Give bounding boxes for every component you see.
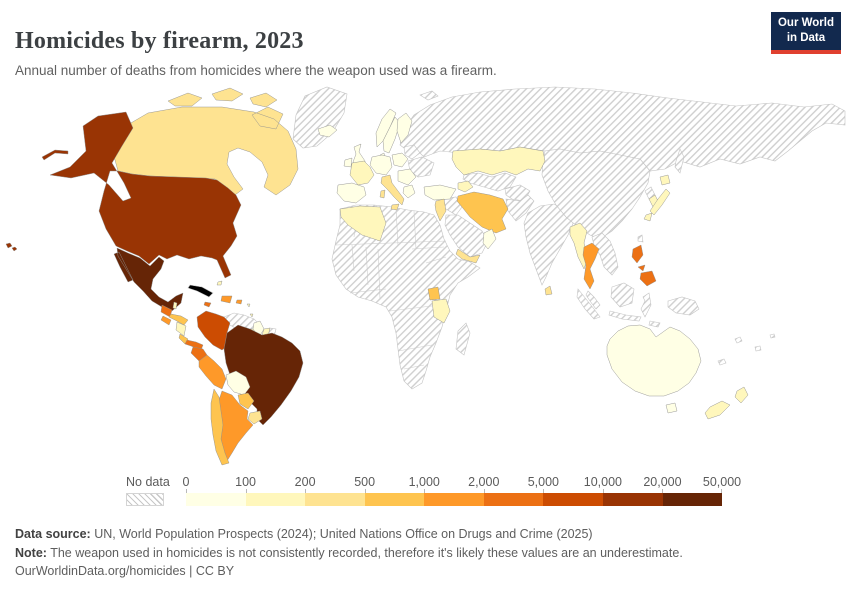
country-mexico[interactable] [113, 247, 184, 312]
legend-bin[interactable] [305, 493, 365, 506]
owid-logo-line1: Our World [777, 17, 834, 29]
legend-bin[interactable] [662, 493, 723, 506]
country-germany[interactable] [369, 154, 393, 176]
legend-bin[interactable] [364, 493, 425, 506]
pacific-islands[interactable] [717, 333, 776, 366]
legend-tick-label: 10,000 [583, 475, 622, 489]
legend-tick-label: 50,000 [702, 475, 742, 489]
legend-no-data-label: No data [126, 475, 170, 489]
footer-note-text: The weapon used in homicides is not cons… [46, 545, 683, 560]
country-yemen[interactable] [455, 248, 481, 264]
legend-tick-label: 2,000 [468, 475, 500, 489]
country-canada[interactable] [111, 87, 299, 196]
legend-tick-label: 100 [235, 475, 256, 489]
country-belize[interactable] [172, 301, 178, 310]
country-china[interactable] [541, 148, 651, 240]
page-title: Homicides by firearm, 2023 [15, 28, 304, 55]
country-uruguay[interactable] [247, 410, 263, 425]
country-new-zealand[interactable] [704, 386, 749, 420]
country-bolivia[interactable] [225, 370, 251, 396]
legend-bin[interactable] [424, 493, 484, 506]
country-australia[interactable] [606, 324, 702, 414]
country-new-guinea[interactable] [667, 296, 700, 316]
country-cuba[interactable] [187, 284, 214, 298]
legend-bin[interactable] [483, 493, 544, 506]
legend-bin[interactable] [543, 493, 603, 506]
footer-source-line: Data source: UN, World Population Prospe… [15, 525, 683, 544]
country-el-salvador[interactable] [160, 315, 172, 326]
country-iberia[interactable] [336, 182, 367, 204]
country-chile[interactable] [210, 388, 230, 466]
legend-tick-label: 20,000 [643, 475, 682, 489]
country-sri-lanka[interactable] [544, 285, 553, 296]
country-kazakhstan[interactable] [451, 146, 546, 176]
country-levant[interactable] [434, 198, 447, 222]
country-jamaica[interactable] [203, 301, 212, 308]
legend-bin[interactable] [186, 493, 246, 506]
owid-logo[interactable]: Our World in Data [770, 12, 841, 54]
country-poland[interactable] [391, 152, 409, 168]
legend-bin[interactable] [245, 493, 306, 506]
country-greece[interactable] [402, 184, 416, 199]
country-caucasus[interactable] [457, 180, 474, 193]
country-balkans[interactable] [397, 168, 417, 186]
country-philippines[interactable] [631, 244, 657, 287]
country-guyana[interactable] [252, 320, 265, 338]
country-italy[interactable] [379, 174, 405, 211]
footer-note-line: Note: The weapon used in homicides is no… [15, 544, 683, 563]
footer-source-text: UN, World Population Prospects (2024); U… [90, 527, 593, 541]
owid-logo-line2: in Data [786, 31, 826, 44]
legend-bar [186, 493, 723, 506]
country-indonesia[interactable] [576, 282, 661, 328]
country-ireland[interactable] [343, 157, 353, 168]
country-paraguay[interactable] [237, 392, 255, 410]
country-uganda[interactable] [427, 286, 441, 301]
country-sakhalin[interactable] [674, 148, 685, 174]
footer: Data source: UN, World Population Prospe… [15, 525, 683, 581]
data-regions [5, 87, 749, 466]
country-thailand[interactable] [582, 242, 600, 290]
country-turkey[interactable] [423, 184, 457, 201]
no-data-regions [187, 86, 846, 390]
legend-tick-label: 1,000 [408, 475, 440, 489]
legend-no-data-swatch[interactable] [126, 493, 164, 506]
country-hispaniola[interactable] [220, 295, 233, 304]
country-bahamas[interactable] [216, 280, 223, 286]
footer-link-line[interactable]: OurWorldinData.org/homicides | CC BY [15, 564, 235, 578]
country-greenland[interactable] [292, 86, 348, 149]
country-africa[interactable] [331, 204, 481, 390]
country-iran[interactable] [456, 191, 509, 234]
legend-tick-label: 200 [294, 475, 316, 489]
country-france[interactable] [349, 160, 375, 186]
country-belarus[interactable] [403, 144, 421, 160]
footer-source-label: Data source: [15, 527, 91, 541]
legend-tick-label: 5,000 [527, 475, 559, 489]
country-taiwan[interactable] [637, 234, 644, 243]
page-subtitle: Annual number of deaths from homicides w… [15, 62, 497, 78]
country-madagascar[interactable] [455, 322, 471, 356]
country-tanzania[interactable] [431, 298, 451, 324]
country-finland[interactable] [396, 112, 413, 144]
country-puerto-rico[interactable] [235, 299, 243, 305]
country-algeria[interactable] [339, 205, 387, 242]
legend-scale: 0 100 200 500 1,000 2,000 5,000 10,000 20,000 50,… [182, 475, 741, 507]
legend-bin[interactable] [602, 493, 663, 506]
legend-tick-label: 0 [182, 475, 190, 489]
country-malaysia[interactable] [585, 290, 601, 310]
country-peru[interactable] [198, 354, 227, 390]
country-usa[interactable] [5, 111, 242, 279]
world-map-svg [5, 86, 846, 466]
country-saudi-arabia[interactable] [444, 214, 489, 258]
legend-tick-label: 500 [354, 475, 376, 489]
footer-note-label: Note: [15, 545, 47, 560]
country-japan[interactable] [643, 174, 671, 222]
country-nicaragua[interactable] [175, 321, 187, 337]
world-map [0, 84, 850, 471]
country-oman[interactable] [482, 228, 497, 250]
country-iceland[interactable] [317, 124, 338, 138]
country-pakistan[interactable] [505, 194, 535, 222]
